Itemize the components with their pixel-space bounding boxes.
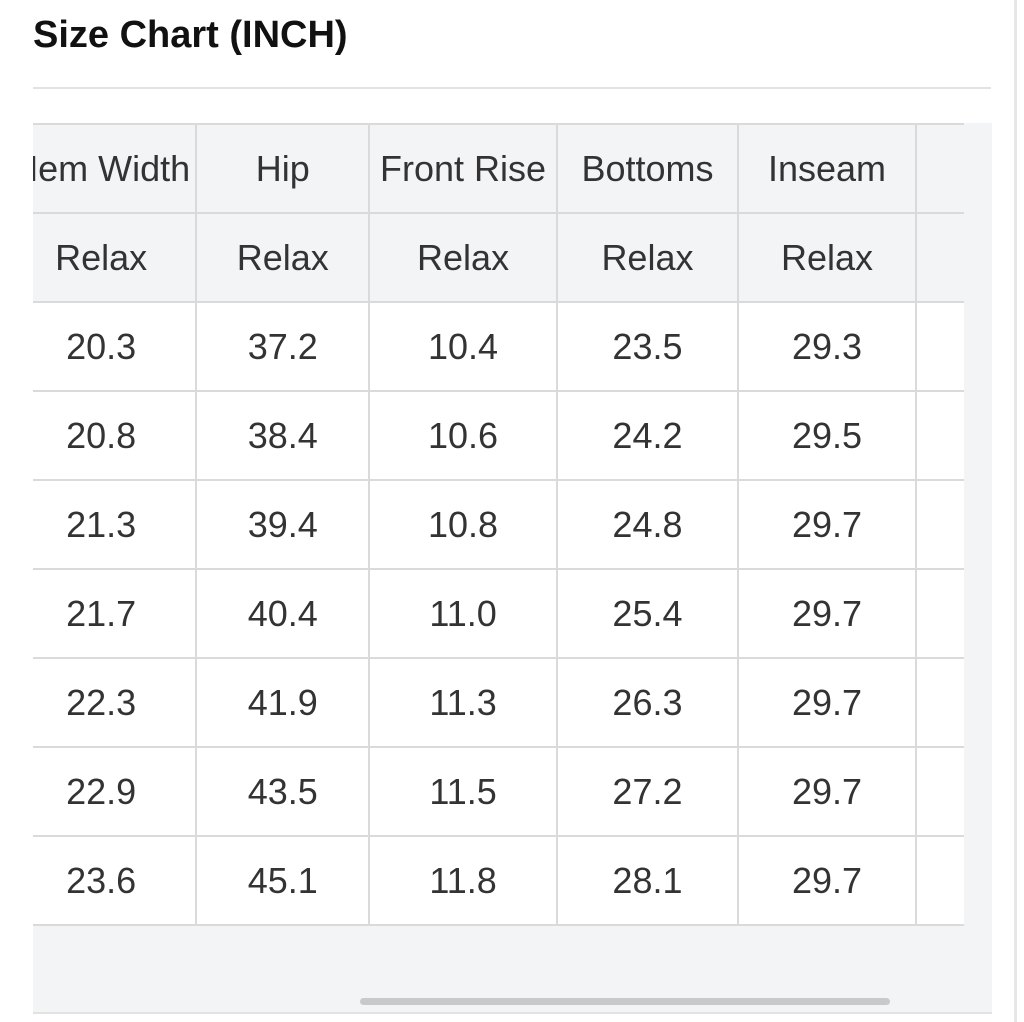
data-cell: 22.9 <box>33 746 198 837</box>
data-cell: 40.4 <box>195 568 371 659</box>
page-edge <box>1014 0 1017 1022</box>
data-row: 20.8 38.4 10.6 24.2 29.5 <box>33 390 964 481</box>
data-cell: 38.4 <box>195 390 371 481</box>
data-cell <box>915 301 964 392</box>
data-cell: 10.4 <box>368 301 558 392</box>
data-row: 22.9 43.5 11.5 27.2 29.7 <box>33 746 964 837</box>
data-cell: 20.8 <box>33 390 198 481</box>
data-cell: 23.5 <box>556 301 739 392</box>
data-cell: 39.4 <box>195 479 371 570</box>
header-cell: Front Rise <box>368 123 558 214</box>
data-cell: 24.2 <box>556 390 739 481</box>
title: Size Chart (INCH) <box>33 14 348 56</box>
data-cell: 29.7 <box>736 746 918 837</box>
data-cell: 29.7 <box>736 657 918 748</box>
data-cell: 11.0 <box>368 568 558 659</box>
subheader-cell: Relax <box>736 212 918 303</box>
data-cell: 21.7 <box>33 568 198 659</box>
data-cell: 10.8 <box>368 479 558 570</box>
data-cell <box>915 568 964 659</box>
header-cell: Bottoms <box>556 123 739 214</box>
data-cell: 29.3 <box>736 301 918 392</box>
data-cell <box>915 479 964 570</box>
data-cell: 29.7 <box>736 835 918 926</box>
data-cell: 10.6 <box>368 390 558 481</box>
header-cell <box>915 123 964 214</box>
subheader-cell: Relax <box>33 212 198 303</box>
data-row: 21.7 40.4 11.0 25.4 29.7 <box>33 568 964 659</box>
data-row: 21.3 39.4 10.8 24.8 29.7 <box>33 479 964 570</box>
data-cell: 11.5 <box>368 746 558 837</box>
data-row: 23.6 45.1 11.8 28.1 29.7 <box>33 835 964 926</box>
data-cell <box>915 390 964 481</box>
data-cell: 43.5 <box>195 746 371 837</box>
data-cell: 23.6 <box>33 835 198 926</box>
header-cell: Inseam <box>736 123 918 214</box>
subheader-row: Relax Relax Relax Relax Relax <box>33 212 964 303</box>
data-cell: 41.9 <box>195 657 371 748</box>
data-cell: 11.8 <box>368 835 558 926</box>
data-row: 20.3 37.2 10.4 23.5 29.3 <box>33 301 964 392</box>
header-cell: Hem Width <box>33 123 198 214</box>
subheader-cell: Relax <box>556 212 739 303</box>
data-cell <box>915 657 964 748</box>
data-cell: 27.2 <box>556 746 739 837</box>
data-cell: 45.1 <box>195 835 371 926</box>
data-cell: 22.3 <box>33 657 198 748</box>
subheader-cell <box>915 212 964 303</box>
data-cell: 24.8 <box>556 479 739 570</box>
data-cell: 29.5 <box>736 390 918 481</box>
header-cell: Hip <box>195 123 371 214</box>
data-cell: 37.2 <box>195 301 371 392</box>
data-cell: 20.3 <box>33 301 198 392</box>
data-cell: 25.4 <box>556 568 739 659</box>
subheader-cell: Relax <box>195 212 371 303</box>
data-cell: 11.3 <box>368 657 558 748</box>
data-cell <box>915 746 964 837</box>
data-row: 22.3 41.9 11.3 26.3 29.7 <box>33 657 964 748</box>
data-cell: 29.7 <box>736 568 918 659</box>
subheader-cell: Relax <box>368 212 558 303</box>
scrollbar[interactable] <box>360 998 890 1005</box>
data-cell: 26.3 <box>556 657 739 748</box>
data-cell: 28.1 <box>556 835 739 926</box>
data-cell: 21.3 <box>33 479 198 570</box>
divider <box>33 87 991 89</box>
data-cell <box>915 835 964 926</box>
data-cell: 29.7 <box>736 479 918 570</box>
